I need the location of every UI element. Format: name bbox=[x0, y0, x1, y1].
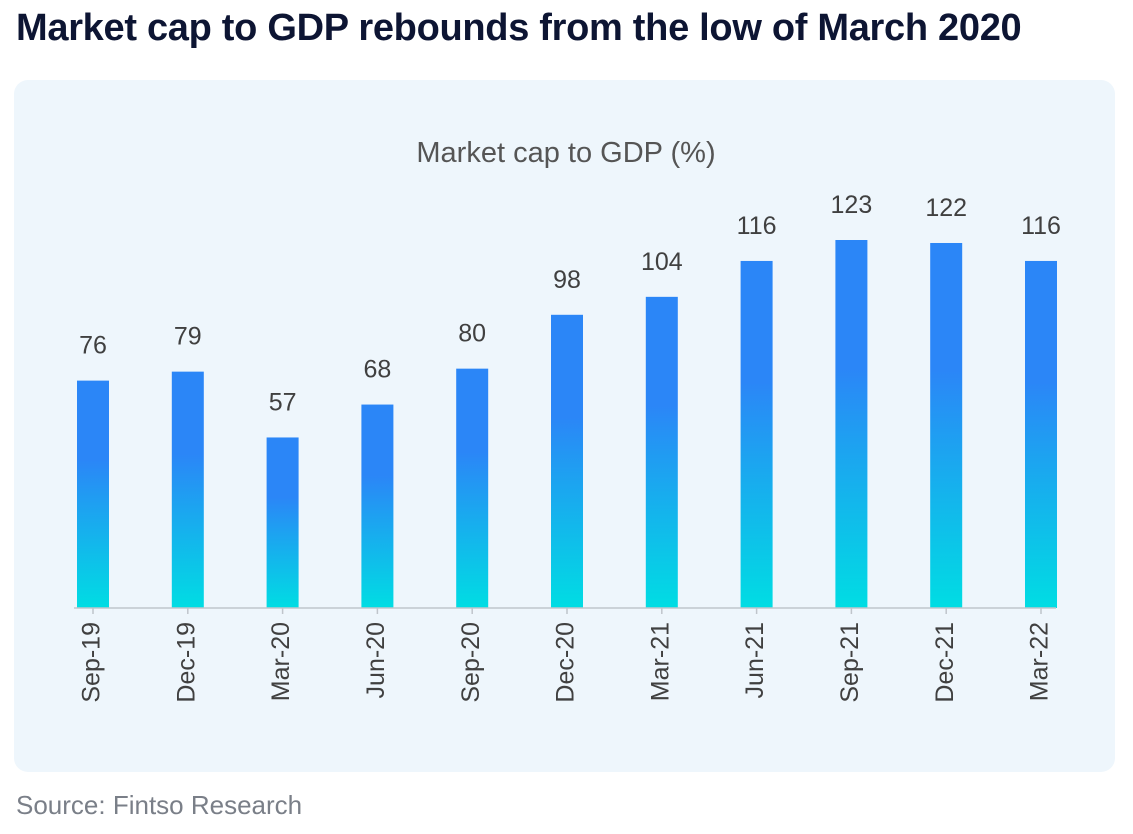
bar-mar-22 bbox=[1025, 260, 1057, 608]
bar-chart: Market cap to GDP (%) 76 79 57 68 80 98 104 116… bbox=[74, 137, 1061, 703]
bar-mar-21 bbox=[645, 296, 678, 608]
value-label-sep-21: 123 bbox=[831, 191, 873, 219]
value-label-jun-21: 116 bbox=[737, 212, 777, 240]
value-label-sep-19: 76 bbox=[79, 332, 107, 360]
bar-sep-21 bbox=[835, 240, 868, 608]
x-tick-label-sep-19: Sep-19 bbox=[78, 622, 106, 703]
value-label-mar-21: 104 bbox=[641, 248, 683, 276]
x-tick-label-mar-22: Mar-22 bbox=[1026, 622, 1054, 701]
x-tick-label-sep-20: Sep-20 bbox=[457, 622, 485, 703]
bar-dec-19 bbox=[171, 371, 204, 608]
x-tick-label-mar-20: Mar-20 bbox=[267, 622, 295, 701]
value-label-dec-20: 98 bbox=[553, 266, 581, 294]
value-label-jun-20: 68 bbox=[363, 356, 391, 384]
bar-dec-20 bbox=[551, 314, 583, 608]
value-label-dec-21: 122 bbox=[925, 194, 967, 222]
x-tick-label-jun-21: Jun-21 bbox=[741, 622, 769, 698]
bar-jun-20 bbox=[361, 404, 394, 608]
x-tick-label-mar-21: Mar-21 bbox=[646, 622, 674, 701]
value-label-sep-20: 80 bbox=[458, 320, 486, 348]
x-tick-label-jun-20: Jun-20 bbox=[362, 622, 390, 698]
bar-series bbox=[77, 240, 1057, 608]
x-tick-label-dec-19: Dec-19 bbox=[172, 622, 200, 703]
value-label-dec-19: 79 bbox=[174, 323, 202, 351]
bar-sep-20 bbox=[456, 368, 489, 608]
bar-dec-21 bbox=[930, 242, 963, 608]
x-tick-label-sep-21: Sep-21 bbox=[836, 622, 864, 703]
x-axis-ticks bbox=[92, 608, 1042, 614]
data-labels: 76 79 57 68 80 98 104 116 123 122 116 bbox=[79, 191, 1061, 416]
value-label-mar-20: 57 bbox=[269, 388, 297, 416]
chart-title: Market cap to GDP (%) bbox=[416, 137, 715, 169]
page-headline: Market cap to GDP rebounds from the low … bbox=[16, 7, 1022, 49]
x-tick-label-dec-20: Dec-20 bbox=[552, 622, 580, 703]
source-note: Source: Fintso Research bbox=[16, 790, 303, 820]
bar-sep-19 bbox=[77, 380, 109, 608]
bar-mar-20 bbox=[266, 437, 299, 608]
x-axis-tick-labels: Sep-19 Dec-19 Mar-20 Jun-20 Sep-20 Dec-20 Mar-… bbox=[78, 622, 1054, 703]
value-label-mar-22: 116 bbox=[1021, 212, 1061, 240]
bar-jun-21 bbox=[740, 260, 773, 608]
x-tick-label-dec-21: Dec-21 bbox=[931, 622, 959, 703]
chart-panel: Market cap to GDP (%) 76 79 57 68 80 98 104 116… bbox=[14, 80, 1115, 772]
